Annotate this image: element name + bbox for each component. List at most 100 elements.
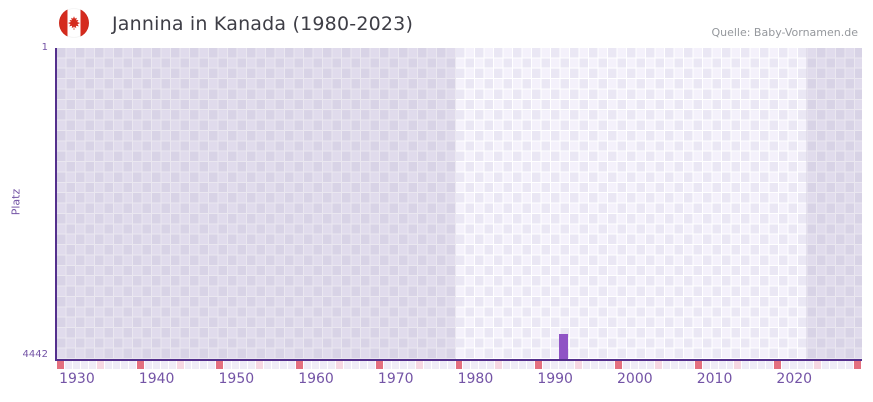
- y-axis-max-label: 1: [41, 42, 48, 53]
- year-marker-1993: [575, 361, 583, 369]
- year-marker-2006: [678, 361, 686, 369]
- year-marker-1969: [383, 361, 391, 369]
- year-marker-2018: [774, 361, 782, 369]
- year-marker-1992: [567, 361, 575, 369]
- year-marker-1946: [200, 361, 208, 369]
- year-marker-2025: [830, 361, 838, 369]
- year-marker-2000: [630, 361, 638, 369]
- year-marker-1987: [527, 361, 535, 369]
- year-marker-2026: [838, 361, 846, 369]
- year-marker-1959: [304, 361, 312, 369]
- year-marker-1961: [320, 361, 327, 369]
- x-axis-labels: 1930 1940 1950 1960 1970 1980 1990 2000 2010 2020: [57, 371, 862, 391]
- year-marker-2021: [798, 361, 806, 369]
- year-marker-1943: [176, 361, 184, 369]
- year-marker-1948: [216, 361, 224, 369]
- year-marker-1951: [240, 361, 248, 369]
- out-of-data-range-band-left: [57, 48, 456, 359]
- source-attribution: Quelle: Baby-Vornamen.de: [711, 26, 858, 39]
- year-marker-2004: [662, 361, 670, 369]
- year-marker-1965: [351, 361, 359, 369]
- x-tick-label-2020: 2020: [776, 371, 813, 387]
- year-marker-1950: [232, 361, 240, 369]
- rank-bar-1991[interactable]: [559, 334, 569, 359]
- year-marker-1937: [128, 361, 136, 369]
- maple-leaf-icon: [67, 16, 81, 31]
- year-marker-1947: [208, 361, 216, 369]
- year-marker-1939: [144, 361, 152, 369]
- year-marker-1986: [519, 361, 527, 369]
- year-marker-2027: [846, 361, 854, 369]
- year-marker-1956: [280, 361, 288, 369]
- y-axis-min-label: 4442: [22, 349, 48, 360]
- x-tick-label-1990: 1990: [537, 371, 573, 387]
- year-marker-2013: [734, 361, 742, 369]
- year-marker-1941: [160, 361, 168, 369]
- year-marker-2015: [750, 361, 758, 369]
- x-tick-label-1960: 1960: [298, 371, 334, 387]
- year-marker-1929: [64, 361, 72, 369]
- year-marker-2001: [638, 361, 646, 369]
- x-tick-label-1930: 1930: [59, 371, 95, 387]
- year-marker-1952: [248, 361, 256, 369]
- year-marker-1981: [479, 361, 487, 369]
- year-marker-1949: [224, 361, 232, 369]
- year-marker-1996: [598, 361, 606, 369]
- year-marker-strip: [57, 361, 862, 369]
- year-marker-1958: [296, 361, 304, 369]
- year-marker-2005: [670, 361, 678, 369]
- year-marker-1932: [88, 361, 96, 369]
- year-marker-1935: [112, 361, 120, 369]
- year-marker-2017: [766, 361, 774, 369]
- year-marker-1931: [80, 361, 88, 369]
- x-tick-label-1950: 1950: [218, 371, 255, 387]
- year-marker-1973: [415, 361, 423, 369]
- year-marker-2020: [790, 361, 798, 369]
- year-marker-1945: [192, 361, 200, 369]
- year-marker-2022: [806, 361, 814, 369]
- year-marker-1983: [495, 361, 503, 369]
- year-marker-2011: [718, 361, 726, 369]
- year-marker-2023: [814, 361, 822, 369]
- year-marker-1968: [375, 361, 383, 369]
- out-of-data-range-band-right: [806, 48, 862, 359]
- year-marker-1984: [503, 361, 511, 369]
- year-marker-1999: [622, 361, 630, 369]
- year-marker-1990: [551, 361, 559, 369]
- canada-flag-icon: [59, 8, 89, 38]
- year-marker-1976: [439, 361, 447, 369]
- year-marker-1957: [288, 361, 296, 369]
- year-marker-2019: [782, 361, 790, 369]
- year-marker-1955: [272, 361, 280, 369]
- x-tick-label-2000: 2000: [617, 371, 653, 387]
- chart-title: Jannina in Kanada (1980-2023): [112, 13, 414, 35]
- x-tick-label-1970: 1970: [377, 371, 414, 387]
- year-marker-2024: [822, 361, 830, 369]
- year-marker-1975: [431, 361, 439, 369]
- year-marker-1998: [614, 361, 622, 369]
- year-marker-1979: [463, 361, 471, 369]
- year-marker-1966: [359, 361, 367, 369]
- plot-area: [55, 48, 862, 361]
- year-marker-2007: [686, 361, 694, 369]
- year-marker-2002: [646, 361, 654, 369]
- year-marker-1942: [168, 361, 176, 369]
- y-axis-title: Platz: [9, 188, 23, 216]
- x-tick-label-2010: 2010: [696, 371, 733, 387]
- year-marker-1953: [256, 361, 264, 369]
- year-marker-1971: [399, 361, 407, 369]
- year-marker-1963: [335, 361, 343, 369]
- year-marker-1930: [72, 361, 80, 369]
- year-marker-1962: [327, 361, 335, 369]
- year-marker-1989: [543, 361, 551, 369]
- year-marker-1964: [343, 361, 351, 369]
- year-marker-1934: [104, 361, 112, 369]
- year-marker-1933: [96, 361, 104, 369]
- year-marker-1994: [583, 361, 590, 369]
- year-marker-1985: [511, 361, 519, 369]
- year-marker-1954: [264, 361, 272, 369]
- year-marker-1960: [312, 361, 320, 369]
- year-marker-1988: [535, 361, 543, 369]
- year-marker-2003: [654, 361, 662, 369]
